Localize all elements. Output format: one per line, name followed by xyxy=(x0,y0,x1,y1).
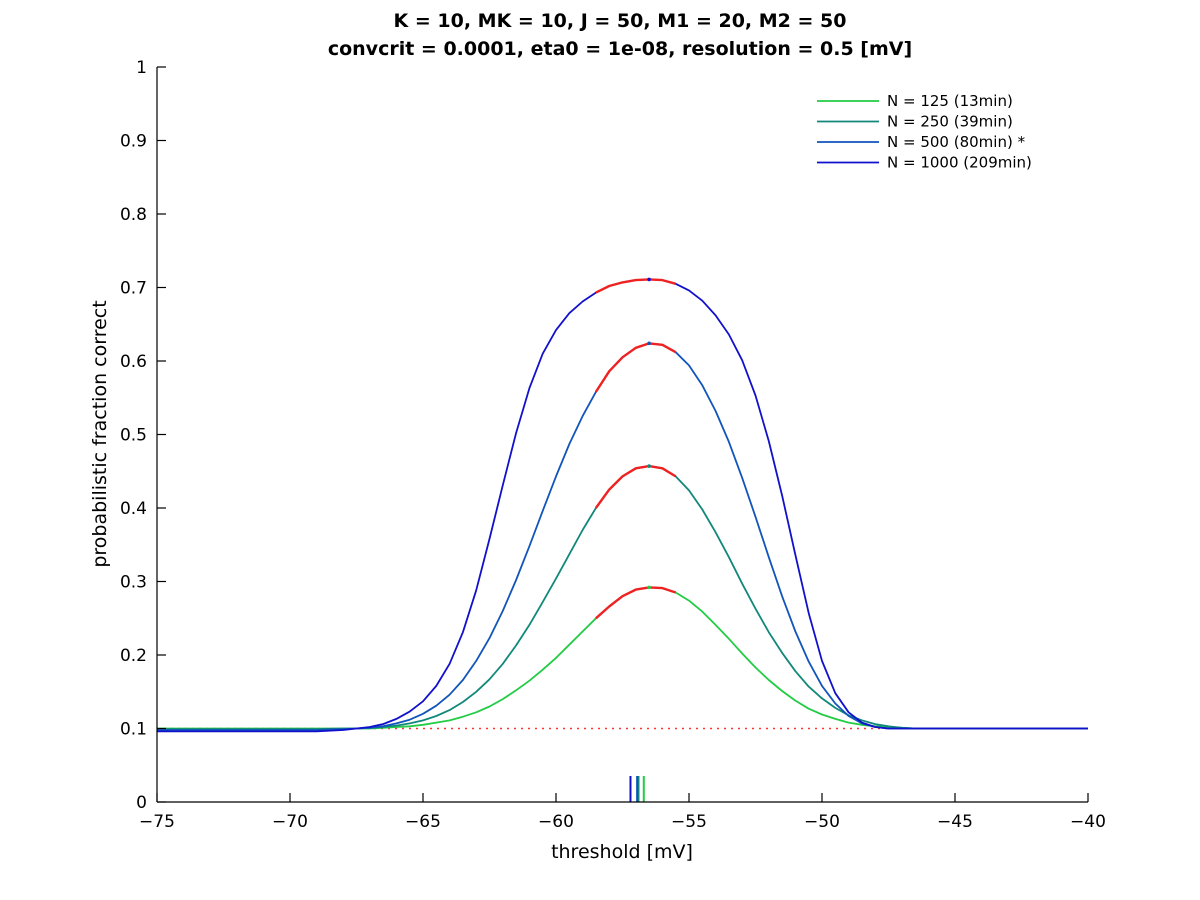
x-tick-label: −65 xyxy=(405,812,441,832)
y-tick-label: 0.8 xyxy=(120,205,147,225)
series-peak-highlight-4 xyxy=(595,278,677,294)
curves xyxy=(157,277,1088,733)
x-tick-label: −75 xyxy=(139,812,175,832)
x-axis-label: threshold [mV] xyxy=(551,841,693,863)
series-line-4 xyxy=(157,278,1088,733)
x-ticks: −75 −70 −65 −60 −55 −50 −45 −40 xyxy=(139,793,1106,832)
x-tick-label: −55 xyxy=(671,812,707,832)
legend: N = 125 (13min) N = 250 (39min) N = 500 (8… xyxy=(817,92,1032,172)
y-tick-label: 0 xyxy=(136,793,147,813)
x-tick-label: −40 xyxy=(1070,812,1106,832)
series-peak-point-1 xyxy=(647,585,651,590)
y-tick-label: 0.9 xyxy=(120,132,147,152)
y-ticks: 0 0.1 0.2 0.3 0.4 0.5 0.6 0.7 0.8 0.9 1 xyxy=(120,58,166,813)
y-tick-label: 0.3 xyxy=(120,573,147,593)
x-tick-label: −70 xyxy=(272,812,308,832)
y-tick-label: 0.2 xyxy=(120,646,147,666)
plot-area xyxy=(157,67,1088,802)
chart-title-line-1: K = 10, MK = 10, J = 50, M1 = 20, M2 = 5… xyxy=(394,10,847,32)
legend-entry: N = 1000 (209min) xyxy=(887,154,1032,172)
series-peak-point-2 xyxy=(647,464,651,468)
optimum-markers xyxy=(629,776,645,802)
series-peak-highlight-3 xyxy=(594,342,677,393)
series-peak-point-4 xyxy=(647,277,651,282)
y-axis-label: probabilistic fraction correct xyxy=(89,300,111,567)
chart-title-line-2: convcrit = 0.0001, eta0 = 1e-08, resolut… xyxy=(328,38,912,60)
y-tick-label: 0.5 xyxy=(120,426,147,446)
y-tick-label: 1 xyxy=(136,58,147,78)
y-tick-label: 0.4 xyxy=(120,499,147,519)
series-peak-point-3 xyxy=(647,341,651,346)
legend-entry: N = 500 (80min) * xyxy=(887,133,1026,151)
series-line-3 xyxy=(157,342,1088,731)
legend-entry: N = 125 (13min) xyxy=(887,92,1013,110)
y-tick-label: 0.6 xyxy=(120,352,147,372)
legend-entry: N = 250 (39min) xyxy=(887,113,1013,131)
x-tick-label: −60 xyxy=(538,812,574,832)
y-tick-label: 0.1 xyxy=(120,720,147,740)
series-line-1 xyxy=(157,586,1088,730)
series-peak-highlight-2 xyxy=(594,464,677,509)
x-tick-label: −45 xyxy=(937,812,973,832)
y-tick-label: 0.7 xyxy=(120,279,147,299)
series-peak-highlight-1 xyxy=(595,586,677,620)
x-tick-label: −50 xyxy=(804,812,840,832)
